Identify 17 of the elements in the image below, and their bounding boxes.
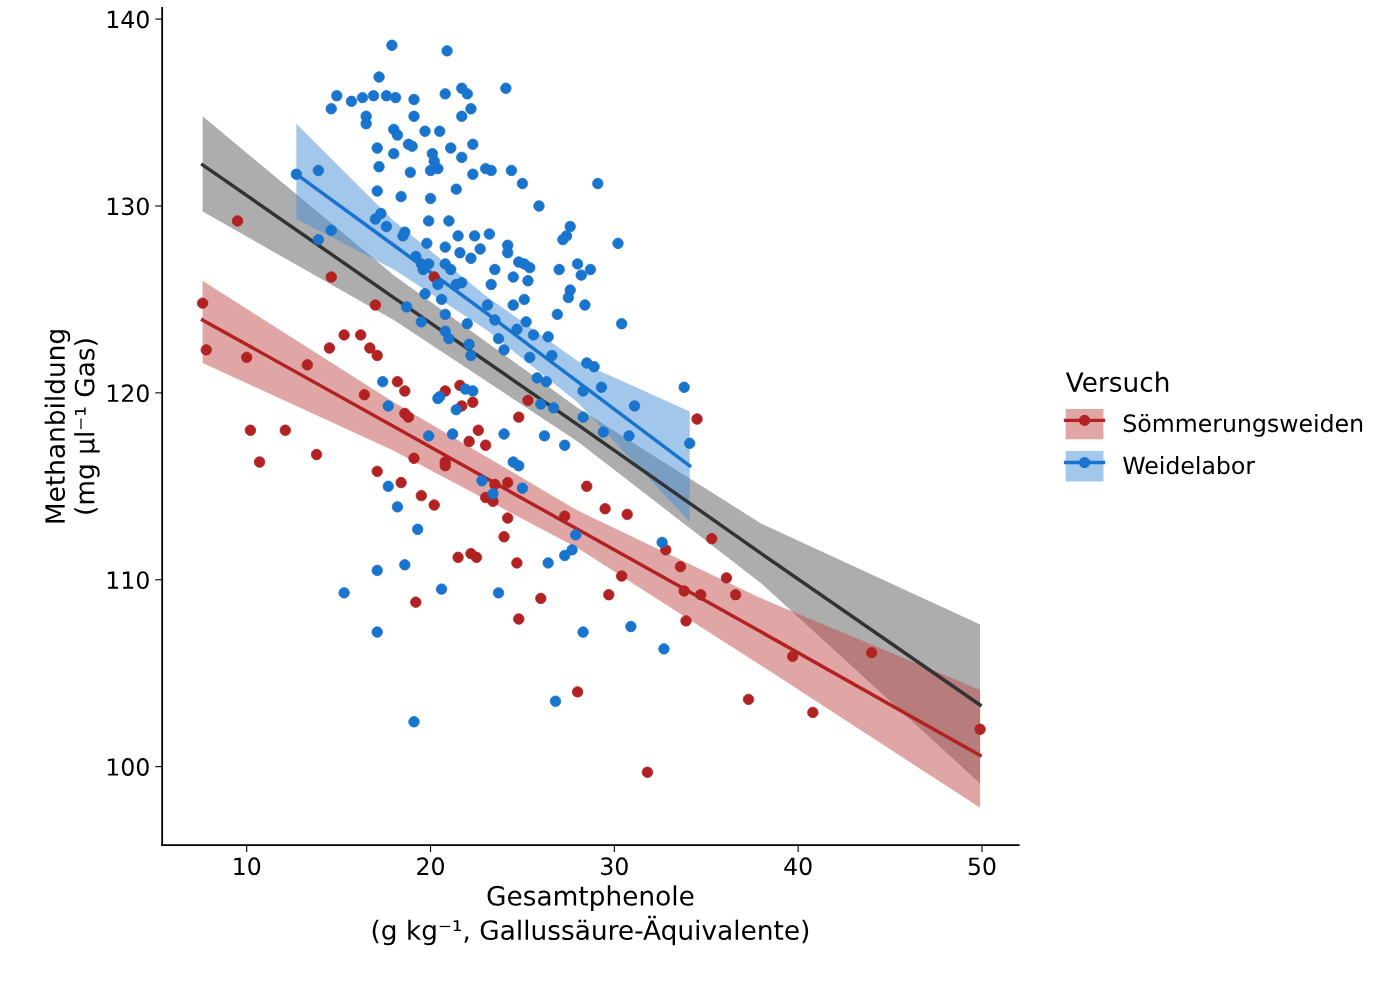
y-tick-label: 130 [107, 197, 149, 216]
line-series [200, 163, 982, 707]
y-tick-label: 110 [107, 571, 149, 590]
legend-title: Versuch [1065, 371, 1169, 393]
line-series [200, 318, 982, 758]
x-tick-label: 50 [968, 857, 996, 876]
y-tick-label: 100 [107, 758, 149, 776]
y-tick-label: 140 [107, 10, 149, 29]
x-tick-label: 20 [417, 857, 444, 876]
x-axis-title: Gesamtphenole (g kg⁻¹, Gallussäure-Äquivalente) [372, 885, 809, 946]
y-tick-label: 120 [107, 384, 149, 403]
legend-label: Sömmerungsweiden [1123, 413, 1363, 437]
x-tick-label: 40 [784, 857, 812, 876]
x-tick-label: 10 [234, 857, 261, 876]
y-axis-title: Methanbildung (mg µl⁻¹ Gas) [44, 330, 100, 523]
x-tick-label: 30 [601, 857, 628, 876]
legend-label: Weidelabor [1123, 456, 1256, 475]
